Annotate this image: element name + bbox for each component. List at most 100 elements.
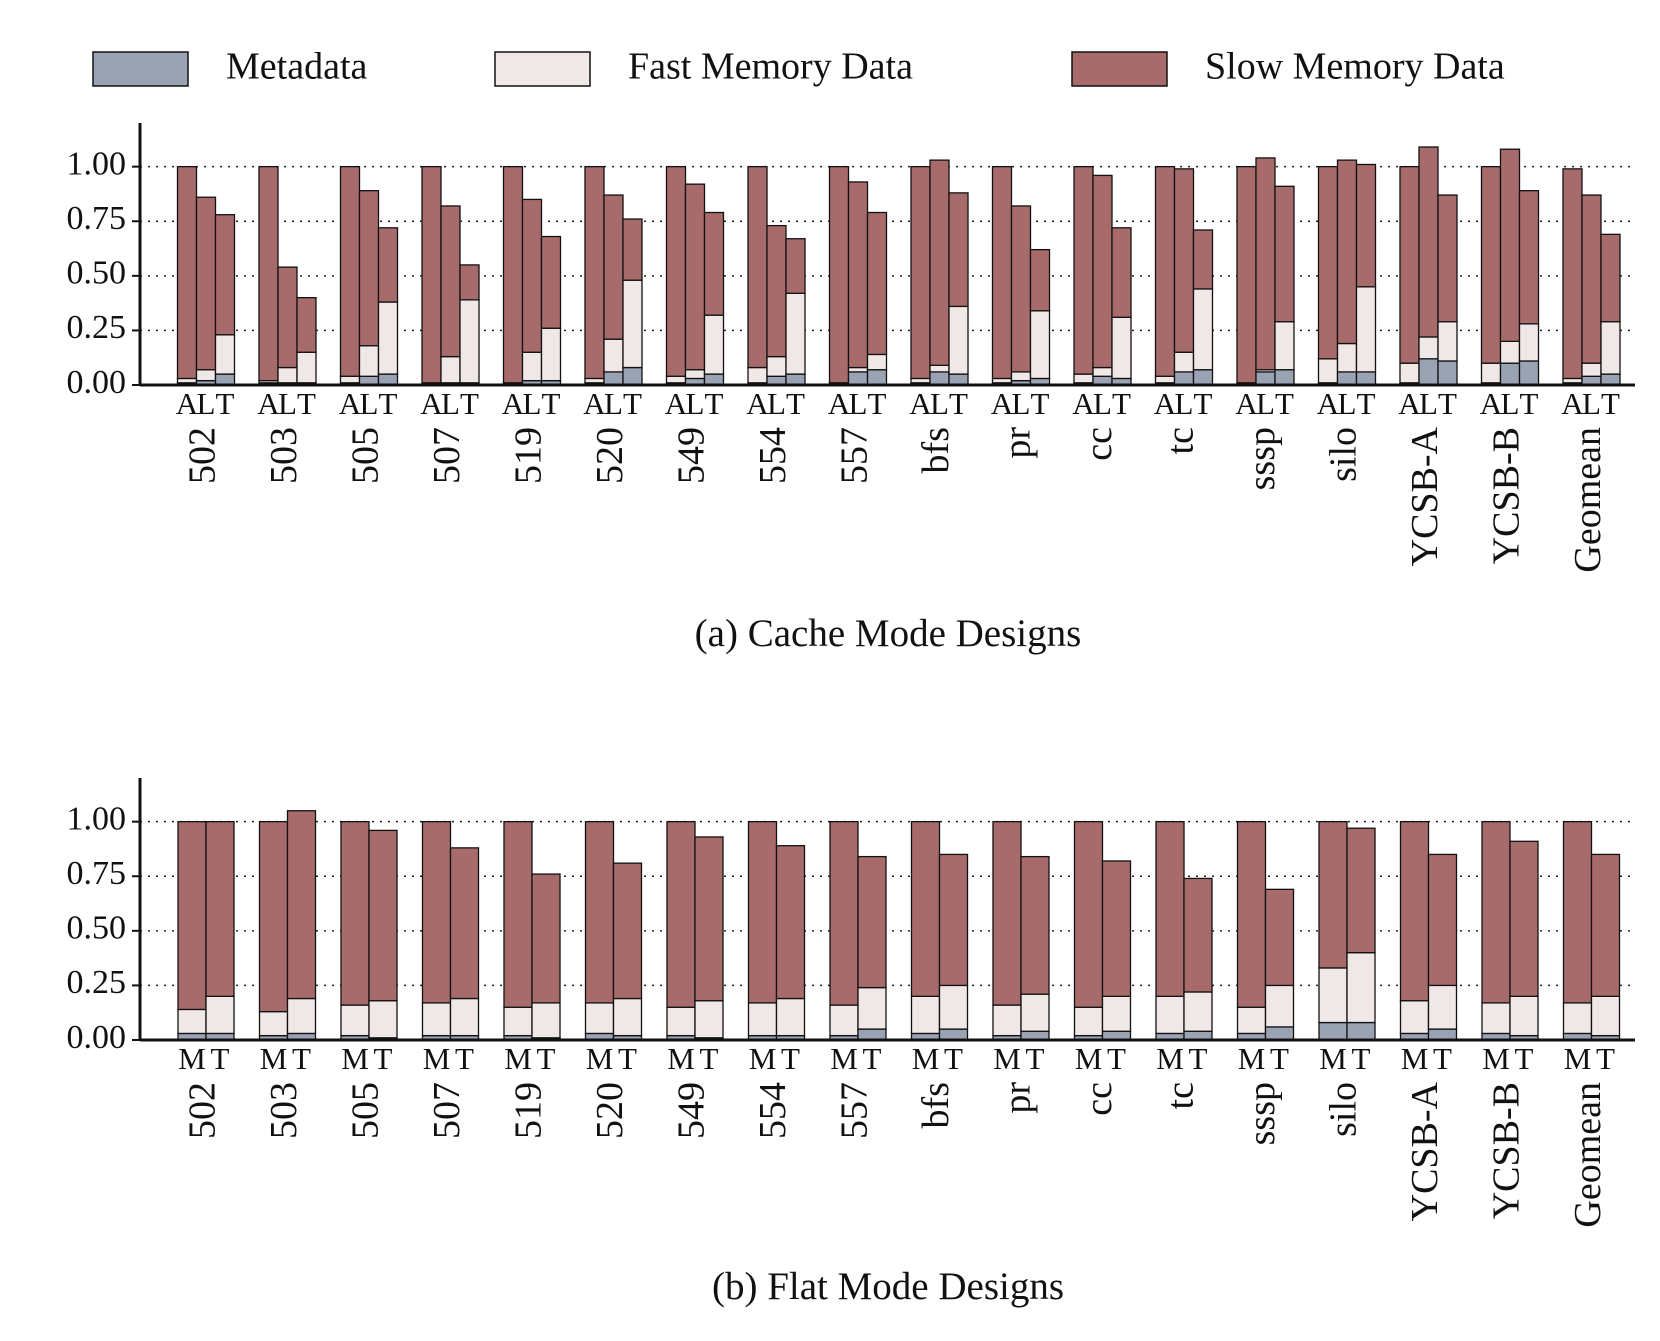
legend-swatch [494,51,591,87]
category-label: silo [1323,1082,1365,1137]
design-label: T [1031,386,1050,421]
bar-segment [1418,146,1439,338]
category-label: 503 [263,1082,305,1139]
bar-segment [1192,369,1214,386]
category-label: pr [997,427,1039,459]
design-label: T [1515,1041,1534,1076]
design-label: L [278,386,297,421]
bar-segment [866,211,888,356]
bar-segment [540,235,562,329]
bar-segment [1509,840,1539,997]
bar-segment [603,194,624,340]
design-label: T [1596,1041,1615,1076]
bar-segment [286,997,317,1035]
bar-segment [503,1006,533,1037]
bar-segment [622,218,643,281]
design-label: M [260,1041,288,1076]
bar-segment [277,266,298,369]
design-label: A [339,386,362,421]
category-label: sssp [1241,1082,1283,1145]
y-tick-label: 1.00 [67,800,127,837]
bar-segment [1183,991,1213,1032]
bar-segment [857,1028,887,1041]
bar-segment [1437,194,1458,323]
bar-segment [358,345,380,377]
design-label: A [1235,386,1258,421]
design-label: L [1582,386,1601,421]
category-label: cc [1078,427,1120,461]
category-label: 505 [345,427,387,484]
design-label: T [1520,386,1539,421]
bar-segment [684,369,706,380]
bar-segment [1518,323,1540,362]
bar-segment [1600,321,1621,375]
design-label: M [1075,1041,1103,1076]
y-tick-label: 0.00 [67,364,127,401]
bar-segment [258,166,279,382]
bar-segment [1509,995,1539,1037]
bar-segment [991,166,1013,380]
bar-segment [176,377,198,384]
design-label: A [828,386,851,421]
y-tick-label: 0.50 [67,910,127,947]
bar-segment [847,366,869,373]
category-label: 549 [671,1082,713,1139]
design-label: A [176,386,199,421]
bar-segment [992,821,1022,1006]
design-label: A [420,386,443,421]
bar-segment [857,855,887,989]
bar-segment [214,214,236,336]
design-label: T [537,1041,556,1076]
design-label: M [749,1041,777,1076]
design-label: T [623,386,642,421]
design-label: M [586,1041,614,1076]
design-label: L [930,386,949,421]
bar-segment [459,299,480,384]
bar-segment [948,305,969,375]
bar-segment [703,314,725,375]
bar-segment [1317,358,1339,384]
bar-segment [747,166,768,369]
design-label: T [949,386,968,421]
bar-segment [502,166,524,384]
design-label: A [583,386,606,421]
bar-segment [1427,853,1458,987]
bar-segment [214,373,236,386]
category-label: 519 [508,427,550,484]
caption: (a) Cache Mode Designs [695,612,1082,655]
bar-segment [1562,1002,1593,1035]
bar-segment [584,1002,615,1035]
y-tick-label: 0.00 [67,1019,127,1056]
bar-segment [1111,227,1132,318]
bar-segment [421,166,442,384]
bar-segment [1264,984,1295,1028]
y-tick-label: 0.75 [67,855,127,892]
bar-segment [910,377,931,384]
design-label: L [604,386,623,421]
bar-segment [540,327,562,382]
category-label: YCSB-B [1486,427,1528,564]
bar-segment [1418,358,1439,386]
bar-segment [1336,371,1358,386]
bar-segment [1101,995,1132,1032]
bar-segment [1155,821,1185,997]
y-tick-label: 0.50 [67,255,127,292]
bar-segment [847,181,869,369]
bar-segment [1355,371,1377,386]
bar-segment [1236,821,1267,1008]
design-label: L [197,386,216,421]
category-label: 507 [426,427,468,484]
legend-swatch [92,51,189,87]
category-label: 502 [182,1082,224,1139]
bar-segment [1346,1021,1376,1041]
design-label: A [1072,386,1095,421]
design-label: L [1419,386,1438,421]
bar-segment [1346,827,1376,954]
bar-segment [747,1002,778,1037]
bar-segment [929,364,950,373]
design-label: T [379,386,398,421]
bar-segment [1399,1000,1430,1035]
bar-segment [1020,855,1050,995]
